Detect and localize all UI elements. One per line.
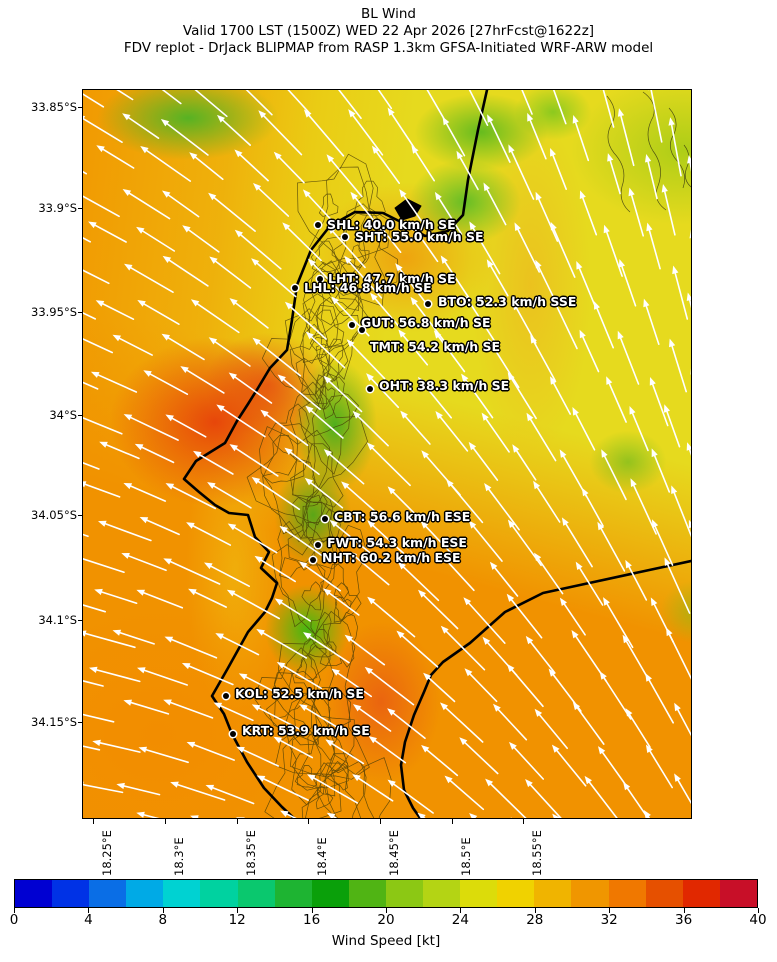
colorbar-segment [274, 880, 312, 907]
x-tick-mark [380, 819, 381, 824]
y-tick-mark [78, 208, 83, 209]
colorbar-segment [52, 880, 90, 907]
y-tick-mark [78, 515, 83, 516]
colorbar-segment [311, 880, 349, 907]
colorbar-segment [163, 880, 201, 907]
colorbar [14, 879, 758, 908]
colorbar-tick-label: 4 [84, 912, 93, 928]
plot-header: BL Wind Valid 1700 LST (1500Z) WED 22 Ap… [0, 6, 777, 57]
y-tick-mark [78, 722, 83, 723]
colorbar-tick-label: 36 [675, 912, 693, 928]
plot-subtitle-valid: Valid 1700 LST (1500Z) WED 22 Apr 2026 [… [182, 23, 595, 39]
x-tick-label: 18.5°E [459, 837, 473, 876]
colorbar-segment [645, 880, 683, 907]
colorbar-tick-mark [311, 908, 313, 913]
colorbar-segment [534, 880, 572, 907]
colorbar-segment [608, 880, 646, 907]
colorbar-segment [126, 880, 164, 907]
map-canvas[interactable]: SHL: 40.0 km/h SE SHT: 55.0 km/h SE LHT: 4… [82, 89, 692, 819]
colorbar-segment [237, 880, 275, 907]
plot-subtitle-model: FDV replot - DrJack BLIPMAP from RASP 1.… [123, 40, 654, 56]
y-tick-mark [78, 620, 83, 621]
y-tick-mark [78, 107, 83, 108]
colorbar-segment [571, 880, 609, 907]
coastline-false-bay [399, 559, 691, 818]
y-tick-mark [78, 312, 83, 313]
colorbar-segment [15, 880, 53, 907]
colorbar-tick-label: 8 [158, 912, 168, 928]
colorbar-tick-mark [758, 908, 759, 913]
colorbar-segment [460, 880, 498, 907]
colorbar-tick-mark [88, 908, 90, 913]
y-tick-label: 33.85°S [31, 100, 77, 114]
colorbar-tick-mark [534, 908, 536, 913]
colorbar-tick-mark [162, 908, 164, 913]
colorbar-tick-label: 28 [526, 912, 544, 928]
x-tick-label: 18.35°E [244, 830, 258, 876]
colorbar-tick-mark [237, 908, 239, 913]
x-tick-label: 18.3°E [172, 837, 186, 876]
colorbar-segment [682, 880, 720, 907]
x-tick-mark [452, 819, 453, 824]
colorbar-segment [423, 880, 461, 907]
colorbar-tick-label: 24 [451, 912, 469, 928]
coastline-layer [182, 90, 691, 818]
colorbar-segment [89, 880, 127, 907]
colorbar-segment [348, 880, 386, 907]
x-tick-label: 18.4°E [315, 837, 329, 876]
colorbar-segment [497, 880, 535, 907]
colorbar-tick-mark [460, 908, 462, 913]
x-tick-mark [237, 819, 238, 824]
plot-title: BL Wind [360, 6, 416, 22]
colorbar-tick-mark [609, 908, 611, 913]
colorbar-tick-mark [14, 908, 15, 913]
colorbar-tick-mark [386, 908, 387, 913]
x-tick-mark [165, 819, 166, 824]
map-overlay-svg [83, 90, 691, 818]
y-tick-label: 33.95°S [31, 305, 77, 319]
harbor-area [394, 198, 422, 221]
y-tick-label: 33.9°S [38, 201, 77, 215]
x-tick-label: 18.55°E [530, 830, 544, 876]
y-tick-label: 34.05°S [31, 508, 77, 522]
coastline-atlantic [182, 90, 489, 818]
x-tick-mark [93, 819, 94, 824]
x-tick-mark [308, 819, 309, 824]
x-tick-label: 18.45°E [387, 830, 401, 876]
colorbar-tick-label: 16 [303, 912, 321, 928]
colorbar-tick-mark [683, 908, 685, 913]
y-tick-label: 34°S [49, 408, 77, 422]
y-tick-label: 34.15°S [31, 715, 77, 729]
y-tick-mark [78, 415, 83, 416]
colorbar-tick-label: 40 [749, 912, 767, 928]
colorbar-tick-label: 12 [228, 912, 246, 928]
colorbar-tick-label: 0 [9, 912, 19, 928]
colorbar-segment [719, 880, 757, 907]
colorbar-segment [385, 880, 424, 907]
x-tick-label: 18.25°E [100, 830, 114, 876]
x-tick-mark [523, 819, 524, 824]
wind-arrows-layer [83, 90, 691, 818]
y-tick-label: 34.1°S [38, 613, 77, 627]
colorbar-tick-label: 20 [377, 912, 395, 928]
colorbar-tick-label: 32 [600, 912, 618, 928]
colorbar-title: Wind Speed [kt] [331, 933, 441, 949]
colorbar-segment [200, 880, 238, 907]
